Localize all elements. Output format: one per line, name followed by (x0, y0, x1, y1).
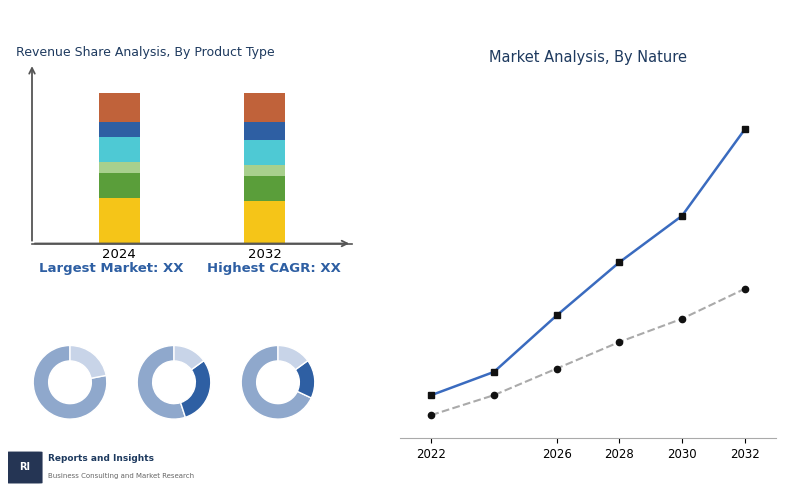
Text: Business Consulting and Market Research: Business Consulting and Market Research (48, 473, 194, 479)
Bar (244, 140, 285, 166)
Bar (99, 163, 140, 173)
Wedge shape (242, 345, 311, 419)
FancyBboxPatch shape (6, 451, 42, 484)
Title: Market Analysis, By Nature: Market Analysis, By Nature (489, 50, 687, 65)
Wedge shape (174, 345, 204, 370)
Wedge shape (34, 345, 106, 419)
Bar (244, 166, 285, 176)
Wedge shape (70, 345, 106, 378)
Text: RI: RI (18, 462, 30, 472)
Text: Revenue Share Analysis, By Product Type: Revenue Share Analysis, By Product Type (16, 46, 274, 59)
Wedge shape (138, 345, 186, 419)
Text: Highest CAGR: XX: Highest CAGR: XX (206, 262, 341, 275)
Bar (99, 94, 140, 122)
Bar (99, 122, 140, 137)
Bar (244, 94, 285, 122)
Wedge shape (295, 361, 314, 398)
Text: Largest Market: XX: Largest Market: XX (38, 262, 183, 275)
Bar (244, 202, 285, 244)
Bar (244, 122, 285, 140)
Bar (99, 173, 140, 199)
Wedge shape (181, 361, 210, 417)
Wedge shape (278, 345, 308, 370)
Bar (244, 176, 285, 202)
Text: Reports and Insights: Reports and Insights (48, 454, 154, 464)
Bar (99, 137, 140, 162)
Text: GLOBAL ALLERGEN FREE FOOD MARKET SEGMENT ANALYSIS: GLOBAL ALLERGEN FREE FOOD MARKET SEGMENT… (10, 19, 554, 34)
Bar (99, 199, 140, 244)
